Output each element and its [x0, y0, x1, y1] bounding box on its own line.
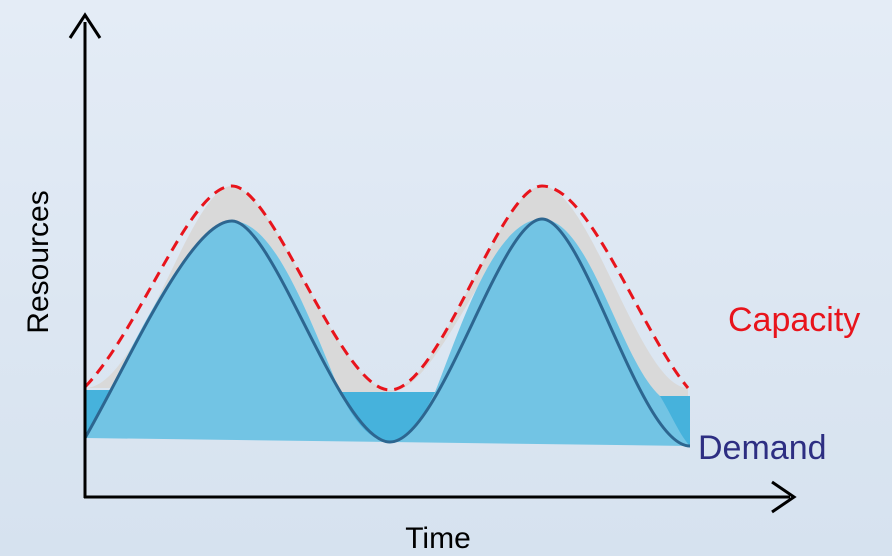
demand-curve	[83, 217, 691, 448]
demand-label: Demand	[698, 429, 827, 467]
capacity-curve	[83, 184, 690, 392]
x-axis-label: Time	[405, 522, 471, 555]
y-axis-label: Resources	[22, 190, 55, 333]
x-axis-arrowhead	[771, 480, 797, 514]
demand-area	[85, 219, 690, 446]
capacity-label: Capacity	[728, 301, 860, 339]
dip-area-right	[660, 396, 690, 446]
y-axis-arrowhead	[68, 12, 102, 39]
